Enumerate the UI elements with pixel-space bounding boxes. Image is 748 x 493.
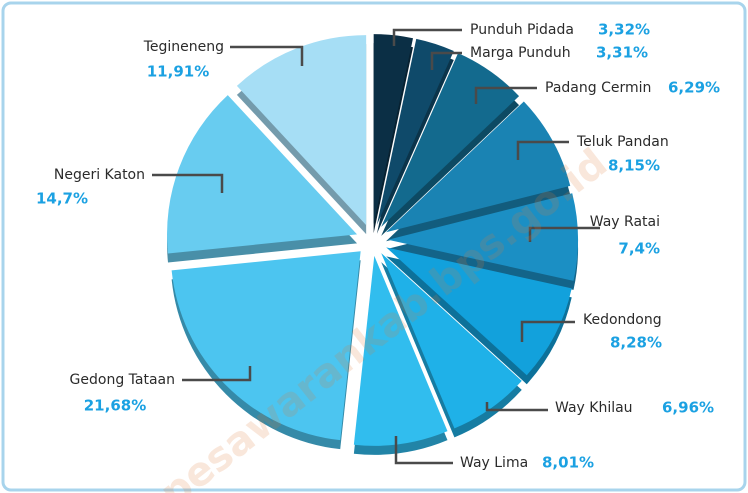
value-label: 7,4% xyxy=(618,240,660,258)
slice xyxy=(381,53,520,227)
leader-line xyxy=(474,86,537,104)
slice xyxy=(353,255,448,446)
leader-line xyxy=(520,320,575,342)
value-label: 8,15% xyxy=(608,157,660,175)
slice xyxy=(376,38,454,225)
category-label: Gedong Tataan xyxy=(70,372,175,388)
value-label: 3,31% xyxy=(596,44,648,62)
category-label: Way Khilau xyxy=(555,400,633,416)
leader-line xyxy=(152,173,224,193)
leader-line xyxy=(485,402,548,412)
leader-line xyxy=(430,51,462,70)
slice xyxy=(171,251,361,441)
category-label: Tegineneng xyxy=(143,39,224,55)
slice xyxy=(373,34,414,225)
slice xyxy=(387,193,578,281)
category-label: Way Ratai xyxy=(590,214,660,230)
leader-line xyxy=(516,140,569,160)
value-label: 6,29% xyxy=(668,79,720,97)
category-label: Way Lima xyxy=(460,455,528,471)
value-label: 11,91% xyxy=(147,63,209,81)
category-label: Padang Cermin xyxy=(545,80,651,96)
leader-line xyxy=(392,28,462,46)
slice xyxy=(381,253,522,429)
value-label: 3,32% xyxy=(598,21,650,39)
leader-line xyxy=(182,366,252,382)
value-label: 21,68% xyxy=(84,397,146,415)
category-label: Kedondong xyxy=(583,312,662,328)
leader-line xyxy=(230,45,304,66)
category-label: Teluk Pandan xyxy=(576,134,669,150)
slice xyxy=(167,95,358,254)
slice xyxy=(386,101,571,233)
leader-line xyxy=(394,436,453,465)
value-label: 8,28% xyxy=(610,334,662,352)
leader-line xyxy=(528,226,600,242)
value-label: 14,7% xyxy=(36,190,88,208)
slice xyxy=(236,35,367,226)
category-label: Punduh Pidada xyxy=(470,22,574,38)
value-label: 8,01% xyxy=(542,454,594,472)
slice xyxy=(386,247,572,376)
category-label: Negeri Katon xyxy=(54,167,145,183)
category-label: Marga Punduh xyxy=(470,45,571,61)
value-label: 6,96% xyxy=(662,399,714,417)
